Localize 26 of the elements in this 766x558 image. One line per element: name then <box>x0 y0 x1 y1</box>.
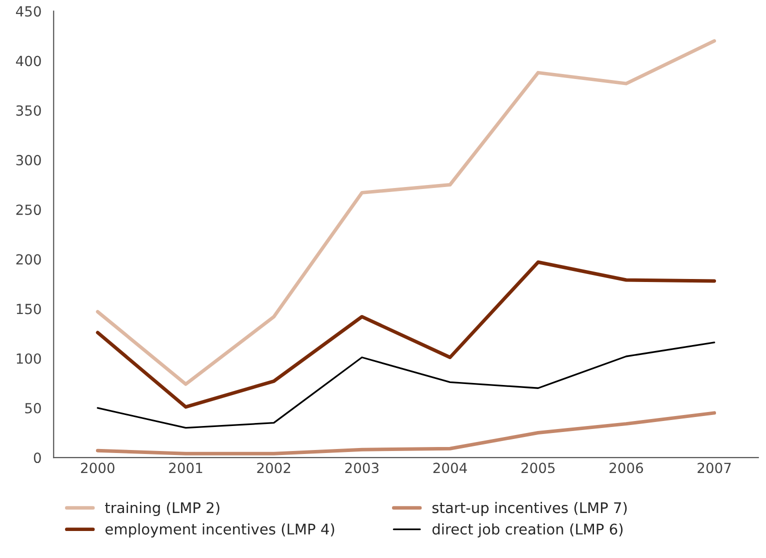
x-tick-label: 2002 <box>257 462 290 474</box>
y-tick-label: 350 <box>16 105 41 116</box>
legend-label: direct job creation (LMP 6) <box>432 523 623 538</box>
y-tick-label: 150 <box>16 304 41 314</box>
y-tick-label: 100 <box>16 353 41 364</box>
y-tick-label: 400 <box>16 56 41 66</box>
x-tick-label: 2005 <box>521 462 555 474</box>
x-tick-label: 2007 <box>698 462 731 474</box>
x-tick-label: 2001 <box>169 462 202 474</box>
legend-label: start-up incentives (LMP 7) <box>432 502 627 516</box>
line-series <box>96 342 716 429</box>
x-tick-label: 2003 <box>345 462 378 474</box>
x-tick-label: 2006 <box>610 462 644 474</box>
legend-label: employment incentives (LMP 4) <box>105 523 334 538</box>
line-series <box>96 411 716 456</box>
y-tick-label: 450 <box>16 6 41 17</box>
y-tick-label: 250 <box>16 204 41 216</box>
legend-label: training (LMP 2) <box>105 502 220 516</box>
line-series <box>96 260 716 409</box>
y-tick-label: 50 <box>25 402 41 414</box>
y-tick-label: 200 <box>16 254 41 265</box>
x-tick-label: 2004 <box>433 462 467 474</box>
y-tick-label: 300 <box>16 154 41 166</box>
line-series <box>96 39 716 386</box>
x-tick-label: 2000 <box>81 462 114 474</box>
y-tick-label: 0 <box>34 452 41 464</box>
